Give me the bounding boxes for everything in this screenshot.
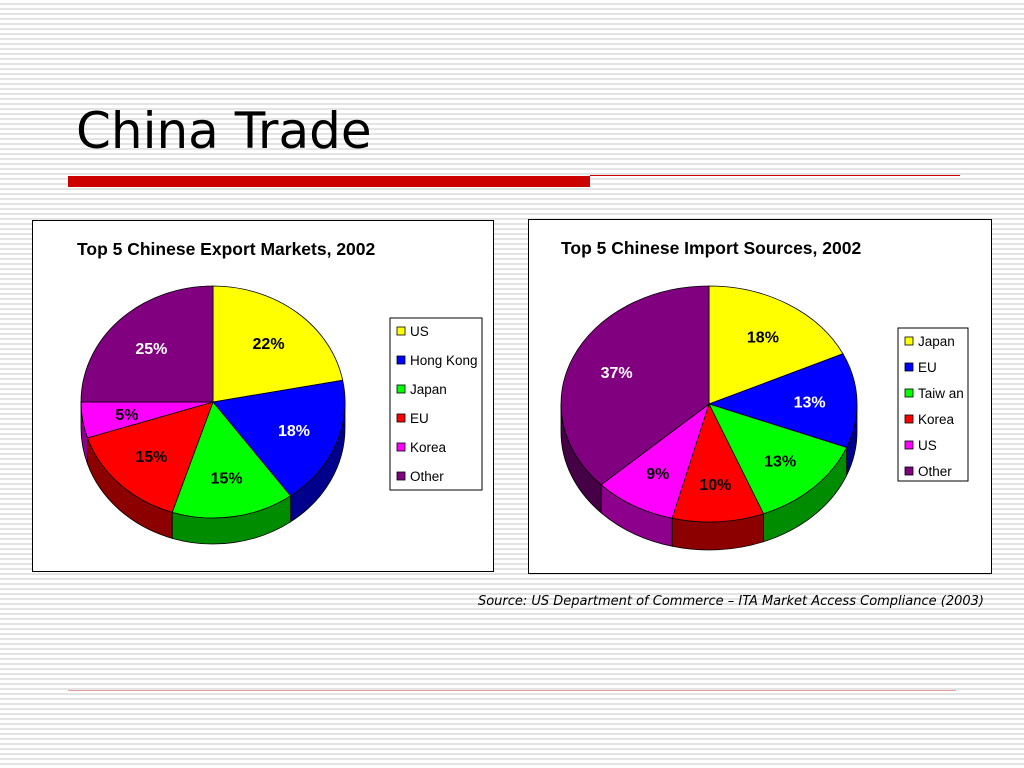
legend-swatch-eu <box>904 362 914 372</box>
legend-label-taiw-an: Taiw an <box>918 386 964 401</box>
legend-label-japan: Japan <box>410 382 447 397</box>
legend-label-korea: Korea <box>410 440 447 455</box>
legend-label-other: Other <box>918 464 952 479</box>
data-label-taiw-an: 13% <box>764 454 796 471</box>
legend-label-japan: Japan <box>918 334 955 349</box>
pie-slice-japan <box>171 401 292 519</box>
pie-slice-other <box>560 285 710 486</box>
export-markets-pie-svg: Top 5 Chinese Export Markets, 2002 22% 18%… <box>77 239 483 545</box>
export-markets-chart: Top 5 Chinese Export Markets, 2002 22% 18%… <box>32 220 494 572</box>
legend-label-other: Other <box>410 469 444 484</box>
legend-swatch-korea <box>396 442 406 452</box>
legend-swatch-japan <box>396 384 406 394</box>
pie-slice-us <box>212 285 344 403</box>
legend-label-us: US <box>410 324 429 339</box>
legend-swatch-us <box>904 440 914 450</box>
pie-slice-other <box>80 285 214 403</box>
data-label-us: 9% <box>646 466 669 483</box>
legend-label-eu: EU <box>918 360 937 375</box>
data-label-hong-kong: 18% <box>278 423 310 440</box>
pie-slice-japan <box>708 285 844 405</box>
legend-label-us: US <box>918 438 937 453</box>
data-label-japan: 18% <box>747 329 779 346</box>
import-sources-pie-svg: Top 5 Chinese Import Sources, 2002 18% 13%… <box>560 238 969 551</box>
legend-swatch-korea <box>904 414 914 424</box>
pie-slice-us <box>600 402 710 519</box>
legend: US Hong Kong Japan EU Korea Other <box>389 317 483 491</box>
data-label-korea: 10% <box>699 477 731 494</box>
pie-slice-korea <box>671 402 765 523</box>
pie-slice-eu <box>86 401 214 513</box>
chart-title: Top 5 Chinese Export Markets, 2002 <box>77 239 376 259</box>
data-label-eu: 13% <box>794 394 826 411</box>
data-label-eu: 15% <box>135 449 167 466</box>
data-label-japan: 15% <box>211 471 243 488</box>
data-label-other: 25% <box>135 341 167 358</box>
legend-label-korea: Korea <box>918 412 955 427</box>
legend-swatch-hong-kong <box>396 355 406 365</box>
data-label-us: 22% <box>253 336 285 353</box>
data-label-other: 37% <box>601 365 633 382</box>
pie-slice-hong-kong <box>212 379 346 497</box>
import-sources-chart: Top 5 Chinese Import Sources, 2002 18% 13%… <box>528 219 992 574</box>
pie-slice-taiw-an <box>708 403 848 515</box>
legend-swatch-taiw-an <box>904 388 914 398</box>
source-note: Source: US Department of Commerce – ITA … <box>477 594 984 609</box>
legend-swatch-other <box>904 466 914 476</box>
legend-swatch-eu <box>396 413 406 423</box>
slide-title: China Trade <box>76 102 372 160</box>
legend-label-eu: EU <box>410 411 429 426</box>
legend-swatch-us <box>396 326 406 336</box>
legend-swatch-other <box>396 471 406 481</box>
footer-divider <box>68 690 956 691</box>
legend: Japan EU Taiw an Korea US Other <box>897 327 969 482</box>
title-underline-thin <box>590 175 960 176</box>
pie-slice-eu <box>707 353 858 448</box>
title-underline <box>68 176 590 187</box>
legend-swatch-japan <box>904 336 914 346</box>
legend-label-hong-kong: Hong Kong <box>410 353 478 368</box>
data-label-korea: 5% <box>115 407 138 424</box>
chart-title: Top 5 Chinese Import Sources, 2002 <box>561 238 861 258</box>
